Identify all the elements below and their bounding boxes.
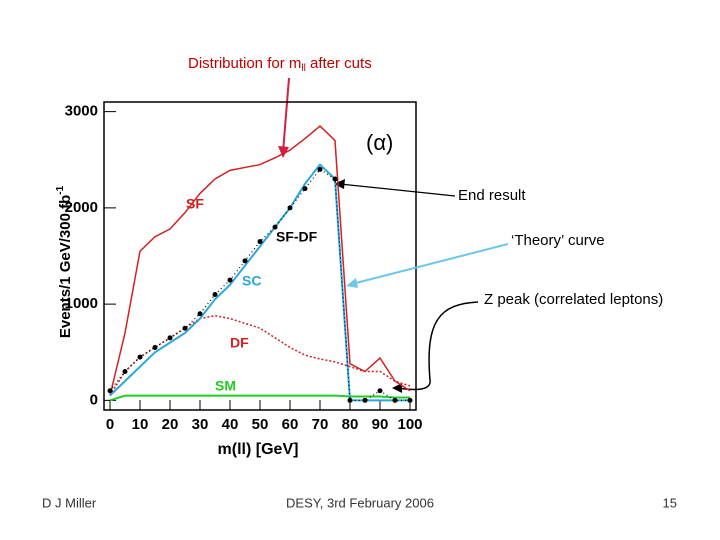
footer-author: D J Miller [42,495,97,510]
annotation: ‘Theory’ curve [511,232,605,249]
ylabel-text: Events/1 GeV/300 fb [57,195,74,338]
series-line [109,168,410,401]
x-tick-label: 10 [132,416,149,433]
x-tick-label: 90 [372,416,389,433]
title-tail: after cuts [306,55,372,72]
title-text: Distribution for m [188,55,301,72]
x-tick-label: 40 [222,416,239,433]
x-tick-label: 70 [312,416,329,433]
series-label: SF-DF [276,229,318,245]
arrow-head [334,179,345,189]
annotation-arrow [397,301,479,391]
series-line [109,125,411,396]
y-tick-label: 1000 [65,295,98,312]
footer-event: DESY, 3rd February 2006 [286,495,434,510]
data-point [137,354,143,360]
annotation: Z peak (correlated leptons) [484,291,663,308]
x-tick-label: 80 [342,416,359,433]
x-tick-label: 50 [252,416,269,433]
ylabel-superscript: -1 [55,185,66,194]
series-label: SM [215,378,236,394]
series-line [109,314,411,396]
y-axis-label: Events/1 GeV/300 fb-1 [55,185,74,338]
series-line [109,163,410,402]
data-point [242,258,248,264]
title-subscript: ll [301,63,305,74]
arrow-head [278,146,289,158]
series-label: DF [230,335,249,351]
chart-title: Distribution for mll after cuts [188,55,372,74]
data-point [197,311,203,317]
data-point [257,239,263,245]
arrow-head [392,383,402,393]
annotation: End result [458,187,526,204]
data-point [317,166,323,172]
arrow-head [346,278,358,288]
series-label: SC [242,273,261,289]
data-point [332,176,338,182]
series-label: SF [186,196,204,212]
data-point [212,292,218,297]
y-tick-label: 2000 [65,199,98,216]
data-point [392,397,398,403]
data-point [347,397,353,403]
x-tick-label: 0 [106,416,114,433]
title-arrow [282,77,290,153]
y-tick-label: 3000 [65,103,98,120]
x-tick-label: 60 [282,416,299,433]
x-tick-label: 30 [192,416,209,433]
panel-label: (α) [366,130,393,155]
annotation-arrow [351,243,509,285]
annotation-arrow [339,183,456,197]
x-tick-label: 100 [397,416,422,433]
x-axis-label: m(ll) [GeV] [218,441,299,458]
series-line [109,394,410,402]
footer-page: 15 [663,495,677,510]
x-tick-label: 20 [162,416,179,433]
y-tick-label: 0 [90,391,98,408]
